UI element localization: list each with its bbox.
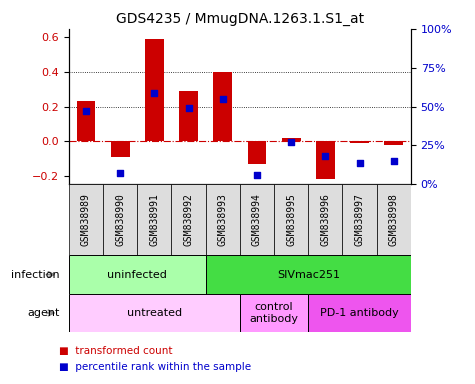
Text: GSM838989: GSM838989 [81,194,91,246]
Point [151,89,158,96]
Bar [282,138,301,141]
Point [219,96,227,102]
Point [322,153,329,159]
Text: GSM838991: GSM838991 [149,194,160,246]
Bar [145,39,164,141]
Bar [69,294,240,332]
Point [116,170,124,177]
Text: untreated: untreated [127,308,182,318]
Bar [308,294,411,332]
Point [185,105,192,111]
Bar [240,184,274,255]
Bar [76,101,95,141]
Bar [206,184,240,255]
Text: agent: agent [27,308,59,318]
Text: GSM838993: GSM838993 [218,194,228,246]
Bar [137,184,171,255]
Bar [247,141,266,164]
Bar [69,184,103,255]
Text: GSM838998: GSM838998 [389,194,399,246]
Text: control
antibody: control antibody [249,302,299,324]
Text: ■  transformed count: ■ transformed count [59,346,173,356]
Point [356,159,363,166]
Bar [240,294,308,332]
Bar [316,141,335,179]
Text: GSM838996: GSM838996 [320,194,331,246]
Bar [171,184,206,255]
Text: GSM838997: GSM838997 [354,194,365,246]
Text: GSM838995: GSM838995 [286,194,296,246]
Text: GSM838990: GSM838990 [115,194,125,246]
Bar [206,255,411,294]
Bar [308,184,342,255]
Bar [111,141,130,157]
Text: GSM838994: GSM838994 [252,194,262,246]
Point [390,158,398,164]
Title: GDS4235 / MmugDNA.1263.1.S1_at: GDS4235 / MmugDNA.1263.1.S1_at [116,12,364,26]
Bar [179,91,198,141]
Bar [213,72,232,141]
Bar [350,141,369,143]
Text: GSM838992: GSM838992 [183,194,194,246]
Point [82,108,90,114]
Bar [103,184,137,255]
Text: uninfected: uninfected [107,270,167,280]
Text: ■  percentile rank within the sample: ■ percentile rank within the sample [59,362,251,372]
Text: SIVmac251: SIVmac251 [277,270,340,280]
Point [253,172,261,178]
Text: infection: infection [11,270,59,280]
Bar [342,184,377,255]
Bar [69,255,206,294]
Text: PD-1 antibody: PD-1 antibody [320,308,399,318]
Bar [384,141,403,144]
Point [287,139,295,146]
Bar [377,184,411,255]
Bar [274,184,308,255]
